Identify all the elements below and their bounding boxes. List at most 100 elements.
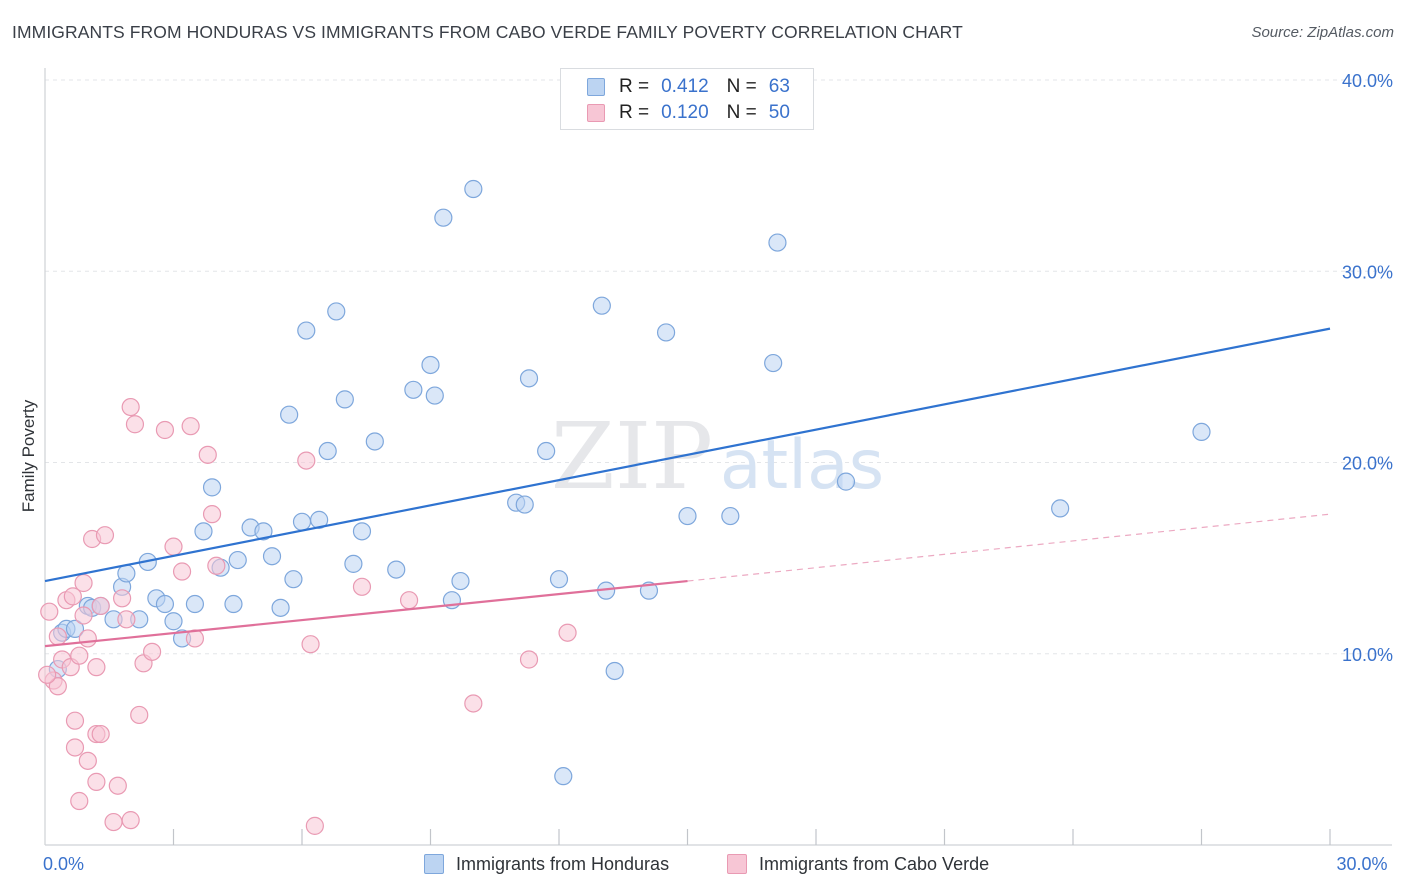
honduras-point [404, 380, 423, 399]
legend-swatch-caboverde [587, 104, 605, 122]
honduras-point [271, 598, 290, 617]
caboverde-point [38, 665, 57, 684]
honduras-trend-line [44, 327, 1331, 583]
caboverde-point [108, 776, 127, 795]
caboverde-point [104, 812, 123, 832]
honduras-point [117, 564, 136, 583]
legend-n-label: N = [726, 76, 757, 97]
caboverde-point [301, 635, 320, 654]
bottom-legend-swatch-honduras [424, 854, 444, 874]
y-tick-label: 40.0% [1342, 71, 1393, 91]
caboverde-point [91, 596, 110, 616]
data-points [38, 179, 1211, 835]
caboverde-point [70, 791, 89, 811]
caboverde-point [121, 811, 140, 830]
caboverde-point [63, 587, 82, 606]
honduras-point [280, 405, 299, 424]
caboverde-point [95, 526, 115, 545]
honduras-point [425, 386, 444, 405]
watermark: ZIP atlas [551, 403, 884, 510]
caboverde-point [74, 573, 93, 593]
legend-n-label: N = [726, 102, 757, 123]
honduras-point [297, 321, 316, 340]
honduras-point [202, 478, 222, 497]
honduras-point [768, 233, 787, 252]
legend-r-value: 0.120 [661, 102, 709, 123]
tick-labels: 10.0% 20.0% 30.0% 40.0% 0.0% 30.0% [43, 71, 1393, 874]
honduras-point [592, 296, 611, 315]
honduras-point [549, 570, 569, 589]
honduras-point [344, 554, 363, 573]
honduras-point [1192, 422, 1211, 441]
caboverde-point [112, 589, 132, 608]
caboverde-point [48, 627, 67, 646]
watermark-atlas: atlas [720, 426, 884, 505]
caboverde-point [121, 397, 140, 417]
caboverde-point [125, 415, 145, 434]
caboverde-point [130, 705, 149, 725]
honduras-point [605, 661, 624, 681]
caboverde-trend-extension [687, 513, 1331, 582]
legend-row-caboverde: R = 0.120 N = 50 [587, 101, 790, 125]
honduras-point [464, 179, 483, 199]
honduras-point [515, 495, 534, 514]
watermark-zip: ZIP [551, 403, 713, 510]
y-tick-label: 10.0% [1342, 645, 1393, 665]
honduras-point [224, 594, 243, 614]
honduras-point [387, 560, 406, 579]
stats-legend: R = 0.412 N = 63 R = 0.120 N = 50 [560, 68, 814, 130]
legend-r-value: 0.412 [661, 76, 709, 97]
legend-n-value: 50 [768, 102, 790, 123]
honduras-point [836, 472, 856, 491]
honduras-point [678, 506, 697, 526]
caboverde-point [117, 610, 136, 629]
caboverde-point [198, 445, 217, 464]
bottom-legend-swatch-caboverde [727, 854, 747, 874]
caboverde-point [352, 577, 372, 596]
honduras-point [254, 522, 273, 541]
honduras-point [194, 522, 213, 541]
honduras-point [327, 302, 346, 321]
caboverde-point [87, 658, 106, 677]
caboverde-point [207, 556, 226, 575]
bottom-legend-honduras: Immigrants from Honduras [424, 852, 669, 876]
caboverde-point [464, 694, 483, 713]
caboverde-point [172, 562, 192, 581]
bottom-legend-label-caboverde: Immigrants from Cabo Verde [759, 853, 990, 874]
legend-row-honduras: R = 0.412 N = 63 [587, 75, 790, 99]
honduras-point [335, 390, 354, 409]
caboverde-point [78, 751, 97, 770]
legend-swatch-honduras [587, 78, 605, 96]
honduras-point [764, 353, 783, 373]
honduras-point [310, 510, 329, 529]
axes [44, 68, 1392, 846]
caboverde-point [70, 646, 89, 665]
honduras-point [451, 571, 470, 591]
honduras-point [318, 441, 337, 461]
honduras-point [185, 594, 205, 614]
x-tick-label: 0.0% [43, 854, 84, 874]
caboverde-point [40, 602, 59, 621]
honduras-point [519, 369, 539, 388]
trend-lines [44, 327, 1331, 648]
gridlines [45, 79, 1392, 655]
caboverde-point [558, 623, 577, 642]
caboverde-point [65, 711, 85, 730]
caboverde-point [181, 417, 200, 436]
honduras-point [262, 547, 282, 566]
honduras-point [554, 767, 573, 786]
caboverde-point [297, 451, 316, 470]
honduras-point [228, 550, 247, 570]
caboverde-point [48, 677, 67, 696]
legend-n-value: 63 [768, 76, 790, 97]
caboverde-point [142, 642, 162, 661]
honduras-point [284, 570, 303, 589]
caboverde-point [87, 772, 106, 791]
caboverde-trend-line [44, 579, 688, 648]
honduras-point [537, 441, 556, 461]
caboverde-point [399, 591, 419, 610]
caboverde-point [78, 629, 97, 648]
bottom-legend-caboverde: Immigrants from Cabo Verde [727, 852, 989, 876]
honduras-point [365, 432, 384, 451]
